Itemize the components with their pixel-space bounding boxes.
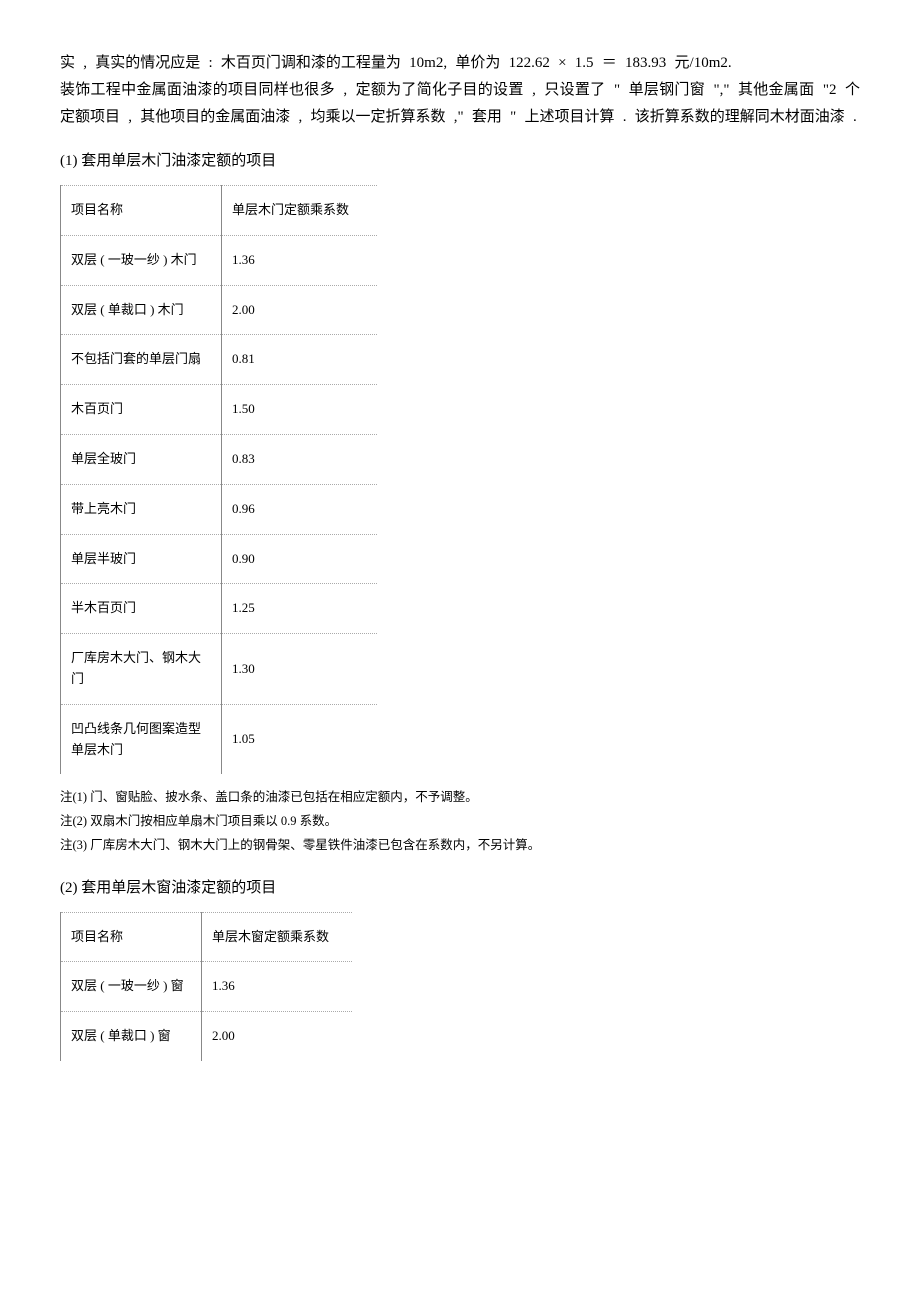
table-row: 双层 ( 单裁口 ) 窗2.00 bbox=[61, 1012, 353, 1061]
cell-val: 1.25 bbox=[222, 584, 378, 634]
cell-val: 0.81 bbox=[222, 335, 378, 385]
cell-name: 双层 ( 单裁口 ) 窗 bbox=[61, 1012, 202, 1061]
cell-val: 1.50 bbox=[222, 385, 378, 435]
section-1-heading: (1) 套用单层木门油漆定额的项目 bbox=[60, 149, 860, 173]
table-row: 单层半玻门0.90 bbox=[61, 534, 378, 584]
header-col-name: 项目名称 bbox=[61, 912, 202, 962]
cell-val: 0.83 bbox=[222, 434, 378, 484]
table-wood-door: 项目名称 单层木门定额乘系数 双层 ( 一玻一纱 ) 木门1.36 双层 ( 单… bbox=[60, 185, 377, 774]
note-3: 注(3) 厂库房木大门、钢木大门上的钢骨架、零星铁件油漆已包含在系数内，不另计算… bbox=[60, 834, 860, 858]
cell-name: 单层全玻门 bbox=[61, 434, 222, 484]
cell-val: 0.96 bbox=[222, 484, 378, 534]
table-row: 凹凸线条几何图案造型单层木门1.05 bbox=[61, 704, 378, 774]
cell-val: 1.30 bbox=[222, 634, 378, 705]
table-row: 双层 ( 一玻一纱 ) 木门1.36 bbox=[61, 235, 378, 285]
cell-name: 双层 ( 一玻一纱 ) 木门 bbox=[61, 235, 222, 285]
table-row: 厂库房木大门、钢木大门1.30 bbox=[61, 634, 378, 705]
cell-val: 1.05 bbox=[222, 704, 378, 774]
cell-val: 0.90 bbox=[222, 534, 378, 584]
table-row: 双层 ( 单裁口 ) 木门2.00 bbox=[61, 285, 378, 335]
cell-name: 半木百页门 bbox=[61, 584, 222, 634]
header-col-val: 单层木窗定额乘系数 bbox=[202, 912, 353, 962]
cell-val: 1.36 bbox=[222, 235, 378, 285]
cell-name: 双层 ( 一玻一纱 ) 窗 bbox=[61, 962, 202, 1012]
intro-line-1: 实 , 真实的情况应是 : 木百页门调和漆的工程量为 10m2, 单价为 122… bbox=[60, 55, 732, 71]
intro-paragraph: 实 , 真实的情况应是 : 木百页门调和漆的工程量为 10m2, 单价为 122… bbox=[60, 50, 860, 131]
cell-name: 不包括门套的单层门扇 bbox=[61, 335, 222, 385]
table-row: 不包括门套的单层门扇0.81 bbox=[61, 335, 378, 385]
table-row: 木百页门1.50 bbox=[61, 385, 378, 435]
note-2: 注(2) 双扇木门按相应单扇木门项目乘以 0.9 系数。 bbox=[60, 810, 860, 834]
table-row: 单层全玻门0.83 bbox=[61, 434, 378, 484]
table-row: 半木百页门1.25 bbox=[61, 584, 378, 634]
cell-name: 凹凸线条几何图案造型单层木门 bbox=[61, 704, 222, 774]
cell-val: 2.00 bbox=[222, 285, 378, 335]
notes-block: 注(1) 门、窗贴脸、披水条、盖口条的油漆已包括在相应定额内，不予调整。 注(2… bbox=[60, 786, 860, 857]
cell-name: 单层半玻门 bbox=[61, 534, 222, 584]
cell-val: 1.36 bbox=[202, 962, 353, 1012]
cell-val: 2.00 bbox=[202, 1012, 353, 1061]
cell-name: 双层 ( 单裁口 ) 木门 bbox=[61, 285, 222, 335]
table-row: 双层 ( 一玻一纱 ) 窗1.36 bbox=[61, 962, 353, 1012]
table-row: 带上亮木门0.96 bbox=[61, 484, 378, 534]
header-col-name: 项目名称 bbox=[61, 186, 222, 236]
header-col-val: 单层木门定额乘系数 bbox=[222, 186, 378, 236]
note-1: 注(1) 门、窗贴脸、披水条、盖口条的油漆已包括在相应定额内，不予调整。 bbox=[60, 786, 860, 810]
table-header-row: 项目名称 单层木窗定额乘系数 bbox=[61, 912, 353, 962]
cell-name: 带上亮木门 bbox=[61, 484, 222, 534]
table-wood-window: 项目名称 单层木窗定额乘系数 双层 ( 一玻一纱 ) 窗1.36 双层 ( 单裁… bbox=[60, 912, 352, 1061]
intro-line-2: 装饰工程中金属面油漆的项目同样也很多 , 定额为了简化子目的设置 , 只设置了 … bbox=[60, 82, 860, 125]
cell-name: 木百页门 bbox=[61, 385, 222, 435]
table-header-row: 项目名称 单层木门定额乘系数 bbox=[61, 186, 378, 236]
cell-name: 厂库房木大门、钢木大门 bbox=[61, 634, 222, 705]
section-2-heading: (2) 套用单层木窗油漆定额的项目 bbox=[60, 876, 860, 900]
